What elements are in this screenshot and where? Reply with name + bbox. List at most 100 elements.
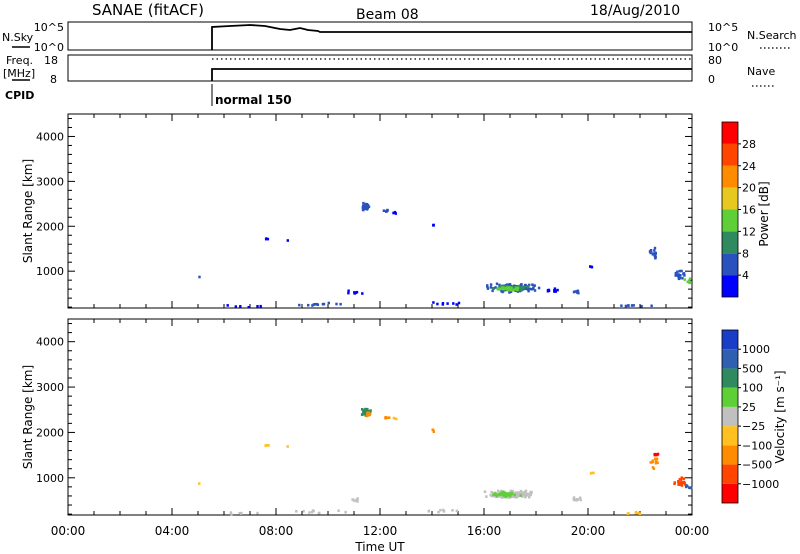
range-cell bbox=[364, 204, 368, 208]
range-cell bbox=[516, 494, 520, 498]
y-tick-label: 2000 bbox=[36, 220, 64, 233]
x-tick-label: 00:00 bbox=[51, 524, 86, 538]
range-cell bbox=[507, 283, 510, 286]
range-cell bbox=[519, 494, 522, 497]
range-cell bbox=[312, 303, 315, 306]
range-cell bbox=[577, 291, 580, 295]
cpid-mode: normal 150 bbox=[215, 93, 292, 107]
power-ylabel: Slant Range [km] bbox=[21, 159, 35, 263]
colorbar-segment bbox=[722, 187, 738, 210]
range-cell bbox=[489, 286, 492, 289]
range-cell bbox=[528, 287, 531, 291]
range-cell bbox=[485, 495, 488, 498]
range-cell bbox=[636, 511, 640, 515]
range-cell bbox=[354, 291, 357, 294]
range-cell bbox=[649, 249, 653, 252]
range-cell bbox=[627, 304, 630, 307]
range-cell bbox=[451, 509, 454, 512]
range-cell bbox=[531, 287, 535, 291]
range-cell bbox=[500, 496, 504, 499]
range-cell bbox=[361, 408, 364, 411]
power-plot-frame bbox=[67, 113, 693, 309]
range-cell bbox=[531, 283, 534, 286]
velocity-colorbar-label: Velocity [m s⁻¹] bbox=[773, 370, 787, 463]
range-cell bbox=[654, 457, 657, 461]
range-cell bbox=[491, 289, 494, 293]
range-cell bbox=[678, 276, 682, 280]
velocity-panel: 1000 2000 3000 4000 Slant Range [km] 1000 50… bbox=[21, 318, 787, 516]
range-cell bbox=[504, 493, 507, 496]
range-cell bbox=[579, 496, 582, 500]
colorbar-segment bbox=[722, 426, 738, 446]
range-cell bbox=[388, 416, 391, 419]
range-cell bbox=[521, 495, 524, 498]
nsky-right-tick-top: 10^5 bbox=[708, 21, 738, 34]
range-cell bbox=[489, 493, 492, 497]
range-cell bbox=[654, 253, 657, 256]
range-cell bbox=[685, 485, 688, 489]
colorbar-tick-label: 20 bbox=[742, 182, 756, 195]
range-cell bbox=[367, 205, 371, 209]
range-cell bbox=[654, 251, 657, 255]
range-cell bbox=[579, 498, 582, 502]
range-cell bbox=[683, 278, 686, 281]
range-cell bbox=[384, 417, 387, 420]
nave-label: Nave bbox=[747, 65, 775, 78]
x-tick-label: 16:00 bbox=[467, 524, 502, 538]
range-cell bbox=[497, 489, 500, 493]
range-cell bbox=[514, 287, 518, 291]
y-tick-label: 1000 bbox=[36, 265, 64, 278]
range-cell bbox=[366, 414, 370, 417]
colorbar-segment bbox=[722, 143, 738, 166]
range-cell bbox=[495, 282, 499, 286]
range-cell bbox=[651, 253, 654, 256]
range-cell bbox=[335, 302, 338, 306]
range-cell bbox=[519, 284, 523, 288]
range-cell bbox=[673, 481, 676, 484]
range-cell bbox=[315, 302, 318, 306]
range-cell bbox=[256, 511, 259, 515]
range-cell bbox=[286, 445, 289, 448]
nsky-label: N.Sky bbox=[2, 31, 34, 44]
range-cell bbox=[656, 461, 659, 464]
colorbar-tick-label: 28 bbox=[742, 138, 756, 151]
range-cell bbox=[650, 304, 653, 308]
x-tick-label: 12:00 bbox=[363, 524, 398, 538]
range-cell bbox=[680, 476, 683, 479]
nsearch-label: N.Search bbox=[747, 29, 797, 42]
range-cell bbox=[347, 289, 350, 293]
range-cell bbox=[590, 265, 594, 269]
range-cell bbox=[574, 290, 577, 293]
range-cell bbox=[432, 223, 435, 227]
range-cell bbox=[519, 287, 522, 290]
range-cell bbox=[351, 498, 354, 501]
range-cell bbox=[513, 493, 516, 497]
range-cell bbox=[511, 489, 514, 493]
range-cell bbox=[490, 494, 494, 498]
nsky-right-tick-bottom: 10^0 bbox=[708, 41, 738, 54]
range-cell bbox=[514, 496, 517, 499]
range-cell bbox=[640, 304, 643, 308]
range-cell bbox=[516, 286, 520, 290]
range-cell bbox=[649, 251, 652, 255]
colorbar-segment bbox=[722, 330, 738, 350]
range-cell bbox=[344, 510, 347, 514]
range-cell bbox=[364, 407, 367, 411]
range-cell bbox=[368, 413, 371, 416]
range-cell bbox=[524, 283, 527, 287]
range-cell bbox=[198, 482, 201, 485]
range-cell bbox=[506, 288, 509, 291]
range-cell bbox=[437, 510, 440, 514]
range-cell bbox=[226, 304, 229, 307]
colorbar-tick-label: 100 bbox=[742, 382, 763, 395]
range-cell bbox=[441, 303, 444, 306]
range-cell bbox=[492, 493, 495, 496]
x-axis-label: Time UT bbox=[354, 540, 405, 554]
y-tick-label: 1000 bbox=[36, 472, 64, 485]
range-cell bbox=[265, 444, 269, 447]
colorbar-segment bbox=[722, 349, 738, 369]
range-cell bbox=[310, 510, 314, 514]
range-cell bbox=[655, 457, 659, 461]
colorbar-segment bbox=[722, 483, 738, 503]
range-cell bbox=[363, 207, 367, 210]
